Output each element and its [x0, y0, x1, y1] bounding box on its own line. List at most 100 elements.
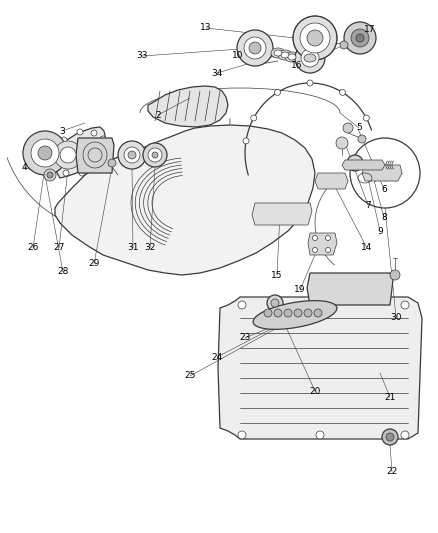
Ellipse shape [271, 48, 285, 58]
Circle shape [358, 135, 366, 143]
Text: 4: 4 [21, 163, 27, 172]
Text: 32: 32 [144, 244, 155, 253]
Circle shape [124, 147, 140, 163]
Circle shape [63, 170, 69, 176]
Circle shape [307, 80, 313, 86]
Text: 23: 23 [239, 334, 251, 343]
Circle shape [108, 159, 116, 167]
Ellipse shape [285, 52, 299, 62]
Circle shape [54, 141, 82, 169]
Text: 27: 27 [53, 244, 65, 253]
Circle shape [316, 431, 324, 439]
Circle shape [401, 301, 409, 309]
Circle shape [238, 301, 246, 309]
Circle shape [23, 131, 67, 175]
Text: 28: 28 [57, 268, 69, 277]
Ellipse shape [274, 50, 282, 56]
Polygon shape [307, 273, 393, 305]
Circle shape [77, 129, 83, 135]
Text: 26: 26 [27, 244, 39, 253]
Text: 13: 13 [200, 23, 212, 33]
Polygon shape [148, 86, 228, 127]
Circle shape [363, 115, 369, 121]
Text: 3: 3 [59, 126, 65, 135]
Circle shape [316, 301, 324, 309]
Circle shape [251, 115, 257, 121]
Circle shape [336, 137, 348, 149]
Circle shape [339, 90, 346, 95]
Text: 5: 5 [356, 124, 362, 133]
Text: 10: 10 [232, 52, 244, 61]
Ellipse shape [281, 52, 289, 58]
Circle shape [244, 37, 266, 59]
Circle shape [143, 143, 167, 167]
Circle shape [344, 22, 376, 54]
Text: 34: 34 [211, 69, 223, 77]
Circle shape [238, 431, 246, 439]
Circle shape [47, 172, 53, 178]
Text: 9: 9 [377, 227, 383, 236]
Polygon shape [218, 297, 422, 439]
Text: 25: 25 [184, 372, 196, 381]
Polygon shape [74, 147, 90, 159]
Polygon shape [308, 233, 337, 255]
Text: 24: 24 [212, 352, 223, 361]
Polygon shape [55, 125, 315, 275]
Text: 21: 21 [384, 392, 396, 401]
Text: 8: 8 [381, 214, 387, 222]
Polygon shape [252, 203, 312, 225]
Circle shape [347, 155, 363, 171]
Circle shape [152, 152, 158, 158]
Circle shape [351, 29, 369, 47]
Circle shape [148, 148, 162, 162]
Circle shape [38, 146, 52, 160]
Text: 17: 17 [364, 25, 376, 34]
Text: 29: 29 [88, 260, 100, 269]
Circle shape [386, 433, 394, 441]
Ellipse shape [288, 54, 296, 60]
Circle shape [249, 42, 261, 54]
Circle shape [271, 299, 279, 307]
Circle shape [340, 41, 348, 49]
Text: 16: 16 [291, 61, 303, 70]
Circle shape [312, 247, 318, 253]
Circle shape [343, 123, 353, 133]
Polygon shape [342, 160, 385, 170]
Circle shape [295, 43, 325, 73]
Text: 20: 20 [309, 386, 321, 395]
Circle shape [382, 429, 398, 445]
Text: 30: 30 [390, 312, 402, 321]
Circle shape [264, 309, 272, 317]
Text: 19: 19 [294, 286, 306, 295]
Circle shape [91, 130, 97, 136]
Circle shape [314, 309, 322, 317]
Circle shape [294, 309, 302, 317]
Text: 7: 7 [365, 200, 371, 209]
Circle shape [31, 139, 59, 167]
Ellipse shape [278, 50, 292, 60]
Circle shape [267, 295, 283, 311]
Circle shape [243, 138, 249, 144]
Circle shape [61, 137, 67, 143]
Text: 14: 14 [361, 244, 373, 253]
Circle shape [301, 49, 319, 67]
Circle shape [293, 16, 337, 60]
Circle shape [237, 30, 273, 66]
Polygon shape [315, 173, 348, 189]
Circle shape [350, 138, 420, 208]
Circle shape [275, 90, 280, 95]
Circle shape [274, 309, 282, 317]
Circle shape [94, 164, 100, 170]
Circle shape [100, 136, 106, 142]
Circle shape [118, 141, 146, 169]
Circle shape [325, 236, 331, 240]
Circle shape [401, 431, 409, 439]
Text: 33: 33 [136, 52, 148, 61]
Circle shape [44, 169, 56, 181]
Circle shape [390, 270, 400, 280]
Circle shape [60, 147, 76, 163]
Circle shape [304, 309, 312, 317]
Circle shape [284, 309, 292, 317]
Ellipse shape [304, 54, 316, 62]
Text: 31: 31 [127, 244, 139, 253]
